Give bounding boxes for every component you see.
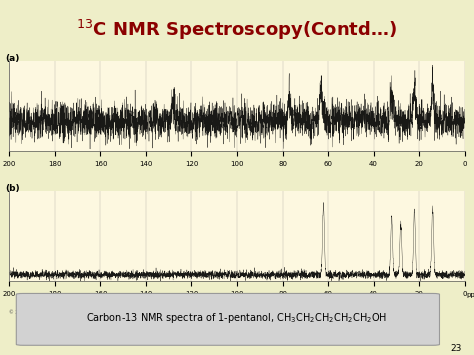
X-axis label: Chemical shift (δ): Chemical shift (δ) — [203, 298, 271, 307]
FancyBboxPatch shape — [16, 294, 439, 345]
Text: $^{13}$C NMR Spectroscopy(Contd…): $^{13}$C NMR Spectroscopy(Contd…) — [76, 18, 398, 42]
Text: 23: 23 — [451, 344, 462, 353]
Text: © 2007 Thomson Higher Education: © 2007 Thomson Higher Education — [9, 310, 96, 315]
Text: ppm: ppm — [467, 293, 474, 299]
Text: Carbon-13 NMR spectra of 1-pentanol, CH$_3$CH$_2$CH$_2$CH$_2$CH$_2$OH: Carbon-13 NMR spectra of 1-pentanol, CH$… — [86, 311, 388, 324]
Text: (a): (a) — [5, 54, 19, 63]
Text: (b): (b) — [5, 184, 19, 193]
